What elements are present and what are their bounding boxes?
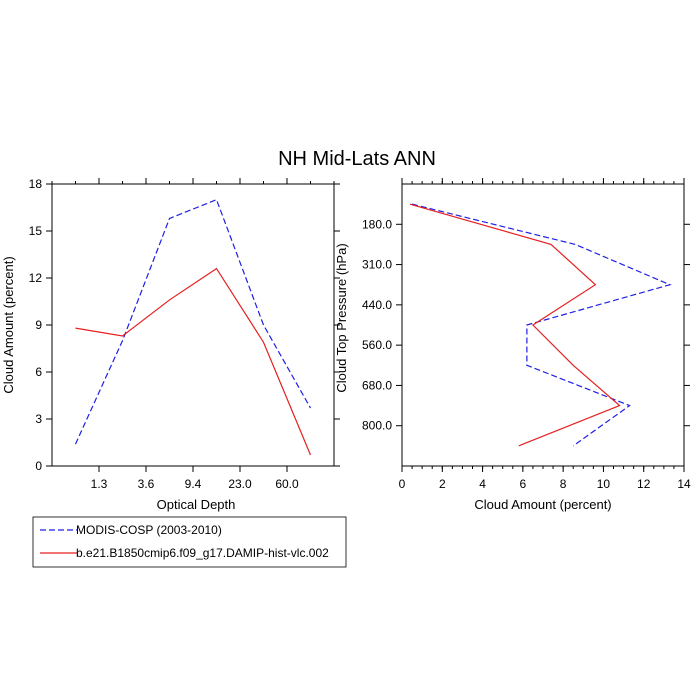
right-x-tick-label: 4 [479,477,486,491]
legend-label-modis: MODIS-COSP (2003-2010) [76,523,222,537]
left-x-axis-label: Optical Depth [157,497,236,512]
right-x-tick-label: 2 [439,477,446,491]
left-y-tick-label: 12 [29,271,43,285]
left-series-modis-line [76,200,311,444]
optical-depth-panel: Optical Depth Cloud Amount (percent) 1.3… [1,177,340,512]
right-y-axis-label: Cloud Top Pressure (hPa) [334,243,349,392]
right-plot-frame [402,184,684,466]
right-x-tick-label: 0 [399,477,406,491]
left-x-tick-label: 23.0 [228,477,252,491]
left-y-tick-label: 0 [35,459,42,473]
left-series-model-line [76,269,311,455]
right-y-tick-label: 180.0 [362,217,392,231]
right-y-tick-label: 440.0 [362,298,392,312]
right-series-model-line [410,204,619,446]
left-plot-frame [52,184,334,466]
left-y-tick-label: 18 [29,177,43,191]
right-y-tick-label: 800.0 [362,419,392,433]
left-y-axis-label: Cloud Amount (percent) [1,256,16,393]
left-y-tick-label: 9 [35,318,42,332]
pressure-panel: Cloud Amount (percent) Cloud Top Pressur… [334,178,691,512]
left-y-tick-label: 6 [35,365,42,379]
left-x-tick-label: 1.3 [91,477,108,491]
left-x-tick-label: 3.6 [138,477,155,491]
right-y-tick-label: 560.0 [362,338,392,352]
chart-title: NH Mid-Lats ANN [278,148,436,170]
right-x-axis-label: Cloud Amount (percent) [474,497,611,512]
right-series-modis-line [412,204,670,446]
right-y-tick-label: 310.0 [362,258,392,272]
figure-canvas: NH Mid-Lats ANN Optical Depth Cloud Amou… [0,0,700,700]
right-x-tick-label: 14 [677,477,691,491]
left-y-tick-label: 15 [29,224,43,238]
right-x-tick-label: 10 [597,477,611,491]
right-y-tick-label: 680.0 [362,378,392,392]
right-x-tick-label: 8 [560,477,567,491]
left-x-tick-label: 9.4 [185,477,202,491]
legend-label-model: b.e21.B1850cmip6.f09_g17.DAMIP-hist-vlc.… [76,546,329,560]
left-x-tick-label: 60.0 [275,477,299,491]
right-x-tick-label: 12 [637,477,651,491]
left-y-tick-label: 3 [35,412,42,426]
right-x-tick-label: 6 [520,477,527,491]
legend: MODIS-COSP (2003-2010) b.e21.B1850cmip6.… [33,517,346,567]
